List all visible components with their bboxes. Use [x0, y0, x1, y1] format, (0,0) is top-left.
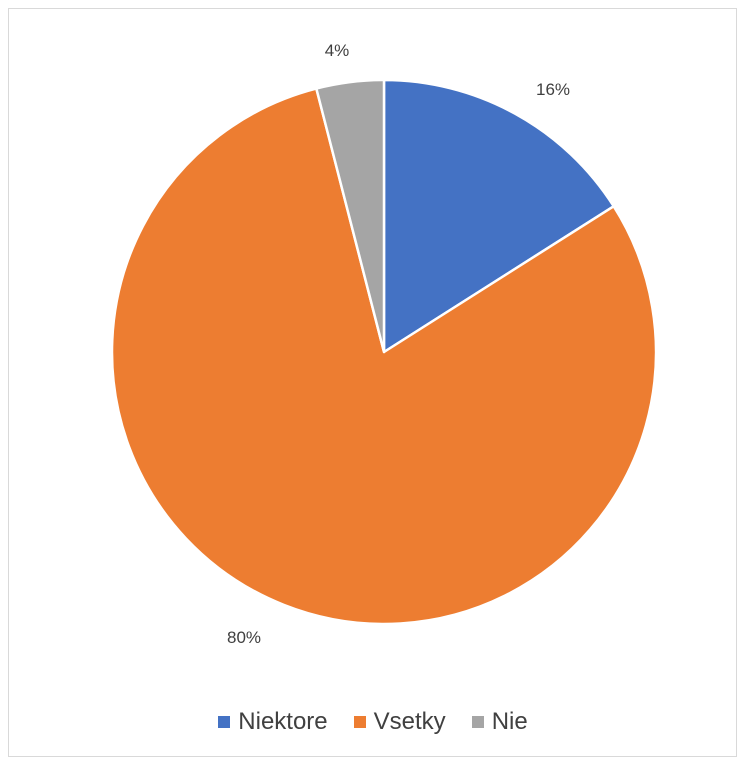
legend-swatch	[218, 716, 231, 728]
legend-swatch	[353, 716, 366, 728]
legend: Niektore Vsetky Nie	[0, 702, 746, 742]
slice-niektore	[382, 78, 615, 354]
slice-nie	[315, 78, 386, 354]
legend-item-niektore: Niektore	[218, 708, 328, 736]
legend-item-vsetky: Vsetky	[353, 708, 446, 736]
slice-vsetky	[110, 87, 658, 626]
legend-swatch	[471, 716, 484, 728]
legend-label: Nie	[491, 708, 528, 735]
data-label: 80%	[227, 628, 261, 647]
legend-label: Vsetky	[373, 708, 446, 735]
data-label: 16%	[536, 80, 570, 99]
legend-label: Niektore	[238, 708, 328, 735]
legend-item-nie: Nie	[471, 708, 528, 736]
data-label: 4%	[325, 41, 350, 60]
